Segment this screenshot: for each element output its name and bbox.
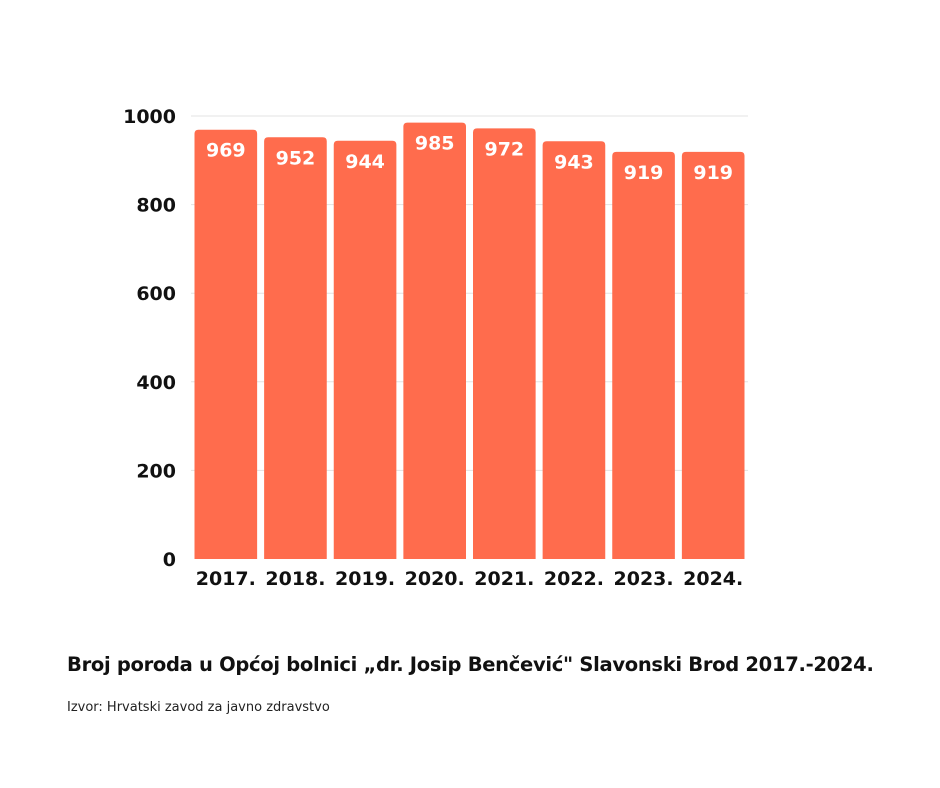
y-tick-label: 400 [136,372,176,394]
x-tick-label: 2018. [265,568,325,590]
bar-value-label: 972 [484,138,524,160]
y-tick-label: 600 [136,283,176,305]
x-axis-ticks: 2017. 2018. 2019. 2020. 2021. 2022. 2023. 2024. [196,568,743,590]
bar-value-label: 969 [206,140,246,162]
y-tick-label: 0 [163,549,176,571]
x-tick-label: 2022. [544,568,604,590]
bars: 969 952 944 985 972 943 919 919 [194,122,745,560]
bar-value-label: 985 [415,133,455,155]
bar-value-label: 919 [693,162,733,184]
bar [333,140,397,560]
bar [681,151,745,559]
x-tick-label: 2019. [335,568,395,590]
y-axis-ticks: 0 200 400 600 800 1000 [123,106,176,571]
bar [542,141,606,559]
bar [473,128,536,560]
chart-title: Broj poroda u Općoj bolnici „dr. Josip B… [67,653,874,676]
x-tick-label: 2021. [474,568,534,590]
y-tick-label: 800 [136,195,176,217]
bar [264,137,327,559]
bar-value-label: 943 [554,151,594,173]
bar-value-label: 919 [624,162,664,184]
bar-value-label: 952 [276,147,316,169]
bar [403,122,466,560]
y-tick-label: 200 [136,460,176,482]
source-note: Izvor: Hrvatski zavod za javno zdravstvo [67,700,330,715]
x-tick-label: 2020. [405,568,465,590]
x-tick-label: 2023. [614,568,674,590]
x-tick-label: 2017. [196,568,256,590]
bar [612,151,675,559]
bar [194,129,258,559]
x-tick-label: 2024. [683,568,743,590]
y-tick-label: 1000 [123,106,176,128]
bar-value-label: 944 [345,151,385,173]
